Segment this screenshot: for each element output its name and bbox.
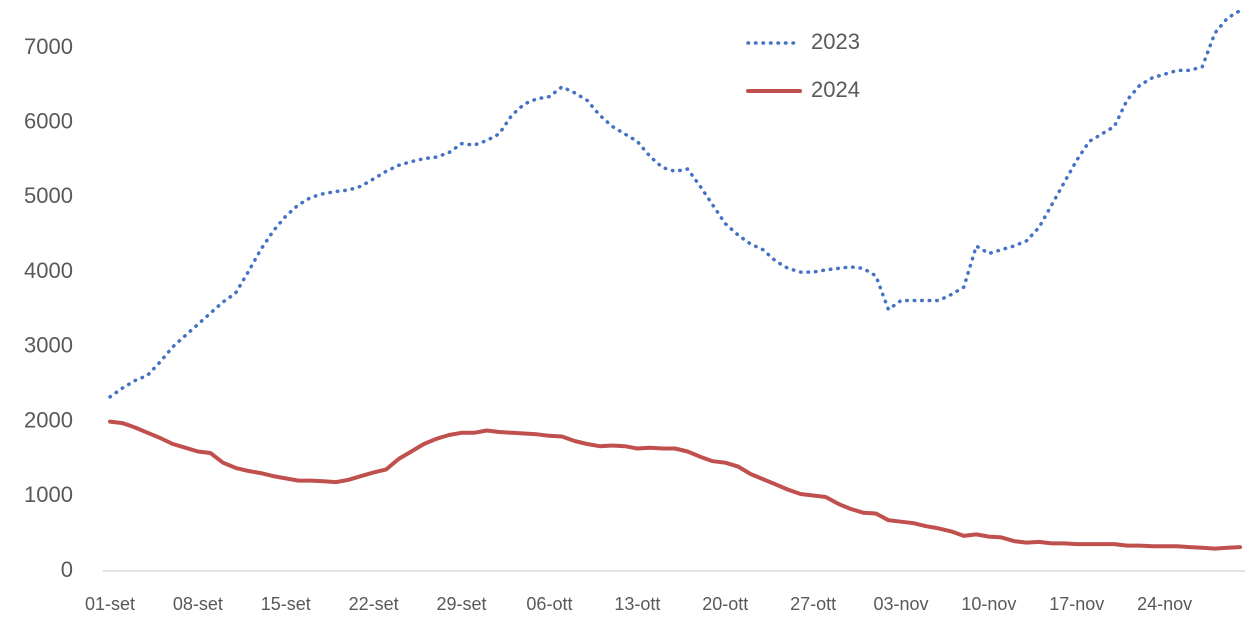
x-tick-label: 22-set — [349, 594, 399, 614]
y-tick-label: 6000 — [24, 109, 73, 134]
x-tick-label: 08-set — [173, 594, 223, 614]
x-tick-label: 13-ott — [614, 594, 660, 614]
x-tick-label: 17-nov — [1049, 594, 1104, 614]
y-tick-label: 2000 — [24, 407, 73, 432]
x-tick-label: 24-nov — [1137, 594, 1192, 614]
x-tick-label: 03-nov — [873, 594, 928, 614]
x-tick-label: 27-ott — [790, 594, 836, 614]
y-tick-label: 4000 — [24, 258, 73, 283]
x-tick-label: 01-set — [85, 594, 135, 614]
y-tick-label: 3000 — [24, 333, 73, 358]
legend-label: 2024 — [811, 77, 860, 102]
x-tick-label: 29-set — [437, 594, 487, 614]
y-tick-label: 1000 — [24, 482, 73, 507]
x-tick-label: 15-set — [261, 594, 311, 614]
x-tick-label: 06-ott — [526, 594, 572, 614]
y-tick-label: 0 — [61, 557, 73, 582]
legend-label: 2023 — [811, 29, 860, 54]
y-tick-label: 5000 — [24, 183, 73, 208]
y-tick-label: 7000 — [24, 34, 73, 59]
x-tick-label: 20-ott — [702, 594, 748, 614]
series-line — [108, 419, 1242, 551]
x-tick-label: 10-nov — [961, 594, 1016, 614]
series-line — [108, 8, 1242, 399]
